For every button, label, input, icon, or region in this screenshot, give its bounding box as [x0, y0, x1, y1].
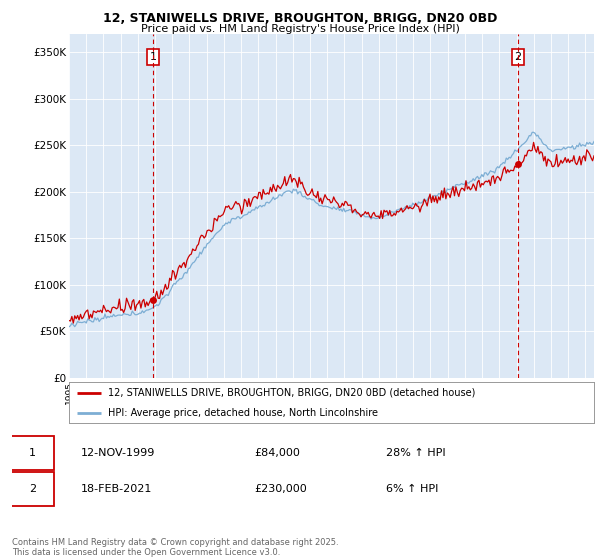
- Text: 28% ↑ HPI: 28% ↑ HPI: [386, 448, 446, 458]
- Text: £84,000: £84,000: [254, 448, 300, 458]
- Text: £230,000: £230,000: [254, 484, 307, 494]
- Text: 12, STANIWELLS DRIVE, BROUGHTON, BRIGG, DN20 0BD (detached house): 12, STANIWELLS DRIVE, BROUGHTON, BRIGG, …: [109, 388, 476, 398]
- Text: 1: 1: [29, 448, 36, 458]
- Text: Contains HM Land Registry data © Crown copyright and database right 2025.
This d: Contains HM Land Registry data © Crown c…: [12, 538, 338, 557]
- Text: 12, STANIWELLS DRIVE, BROUGHTON, BRIGG, DN20 0BD: 12, STANIWELLS DRIVE, BROUGHTON, BRIGG, …: [103, 12, 497, 25]
- Text: 6% ↑ HPI: 6% ↑ HPI: [386, 484, 439, 494]
- Text: 2: 2: [29, 484, 36, 494]
- Text: 18-FEB-2021: 18-FEB-2021: [81, 484, 152, 494]
- FancyBboxPatch shape: [11, 472, 54, 506]
- FancyBboxPatch shape: [11, 436, 54, 470]
- Text: 1: 1: [149, 52, 157, 62]
- Text: HPI: Average price, detached house, North Lincolnshire: HPI: Average price, detached house, Nort…: [109, 408, 379, 418]
- Text: Price paid vs. HM Land Registry's House Price Index (HPI): Price paid vs. HM Land Registry's House …: [140, 24, 460, 34]
- Text: 2: 2: [514, 52, 521, 62]
- Text: 12-NOV-1999: 12-NOV-1999: [81, 448, 155, 458]
